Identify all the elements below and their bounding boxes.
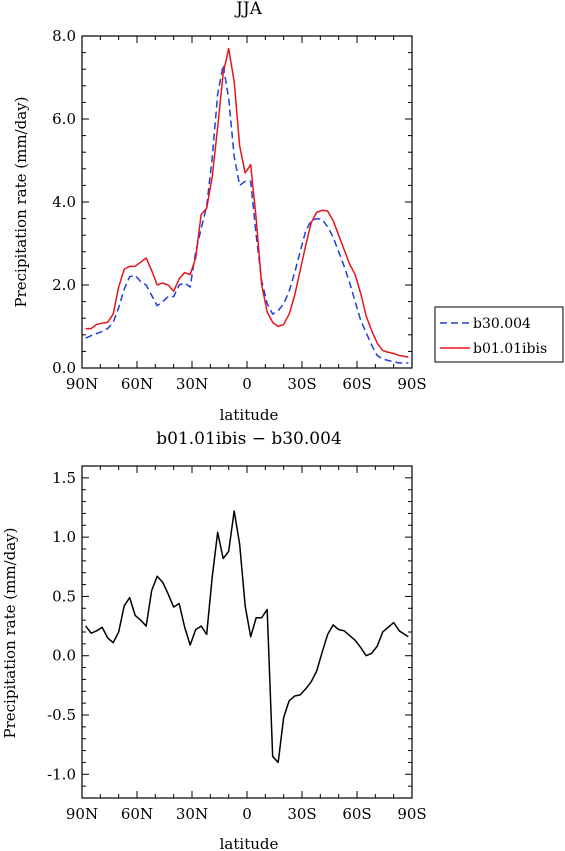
bottom-plot-frame (81, 465, 413, 799)
bottom-chart-title: b01.01ibis − b30.004 (156, 429, 341, 449)
top-x-tick-label: 60S (342, 375, 371, 393)
top-x-tick-label: 0 (242, 375, 252, 393)
bottom-y-axis-label: Precipitation rate (mm/day) (1, 527, 19, 738)
top-plot-frame (81, 35, 413, 369)
top-x-tick-label: 60N (121, 375, 153, 393)
bottom-y-tick-label: 0.5 (52, 587, 76, 605)
top-x-tick-label: 30S (287, 375, 316, 393)
top-series-line-1 (85, 47, 409, 358)
legend-label-b0101ibis: b01.01ibis (473, 341, 547, 357)
bottom-y-tick-label: 1.0 (52, 528, 76, 546)
top-x-tick-label: 90N (66, 375, 98, 393)
bottom-series-line-0 (85, 510, 409, 764)
bottom-x-tick-label: 90S (397, 805, 426, 823)
bottom-x-tick-label: 90N (66, 805, 98, 823)
bottom-x-axis-label: latitude (220, 835, 279, 851)
top-y-tick-label: 2.0 (52, 276, 76, 294)
top-x-tick-label: 30N (176, 375, 208, 393)
top-panel: JJA 90N 60N 30N 0 30S 60S 90S 0.0 2.0 4.0 6.0 8.0 l… (12, 0, 564, 424)
bottom-y-tick-label: 0.0 (52, 647, 76, 665)
bottom-x-tick-label: 60S (342, 805, 371, 823)
top-y-tick-label: 8.0 (52, 27, 76, 45)
top-x-tick-label: 90S (397, 375, 426, 393)
bottom-y-tick-label: 1.5 (52, 469, 76, 487)
legend: b30.004 b01.01ibis (434, 306, 564, 363)
top-y-tick-label: 6.0 (52, 110, 76, 128)
top-chart-title: JJA (234, 0, 263, 19)
bottom-plot-area: 90N 60N 30N 0 30S 60S 90S -1.0 -0.5 0.0 0.5 1.0 1.5 (47, 465, 427, 823)
bottom-x-tick-label: 30S (287, 805, 316, 823)
legend-label-b30004: b30.004 (473, 316, 531, 332)
bottom-x-tick-label: 60N (121, 805, 153, 823)
bottom-x-tick-label: 30N (176, 805, 208, 823)
top-y-tick-label: 0.0 (52, 359, 76, 377)
bottom-y-tick-label: -1.0 (47, 765, 76, 783)
legend-box (434, 306, 564, 363)
bottom-y-tick-label: -0.5 (47, 706, 76, 724)
top-y-axis-label: Precipitation rate (mm/day) (12, 96, 30, 307)
bottom-x-tick-label: 0 (242, 805, 252, 823)
top-x-axis-label: latitude (220, 406, 279, 424)
bottom-panel: b01.01ibis − b30.004 90N 60N 30N 0 30S 60S 90S… (1, 429, 427, 851)
top-plot-area: 90N 60N 30N 0 30S 60S 90S 0.0 2.0 4.0 6.0 8.0 (52, 27, 427, 393)
top-y-tick-label: 4.0 (52, 193, 76, 211)
top-series-line-0 (85, 64, 409, 364)
